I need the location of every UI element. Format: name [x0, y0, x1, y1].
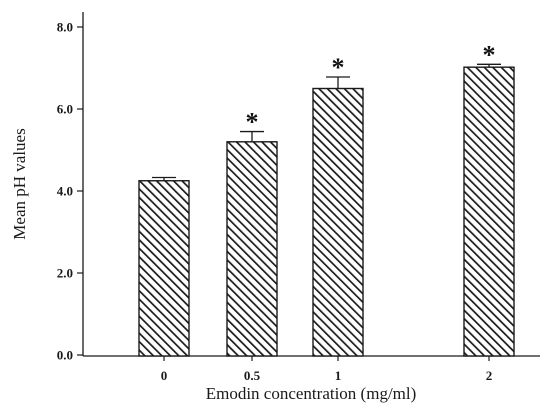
y-tick-label: 4.0 [57, 184, 73, 199]
error-bar [152, 176, 176, 181]
x-tick-label: 0.5 [244, 368, 261, 383]
x-tick-label: 2 [486, 368, 493, 383]
x-tick-label: 0 [161, 368, 168, 383]
significance-star: * [332, 53, 345, 82]
significance-star: * [483, 40, 496, 69]
bar [312, 87, 364, 357]
x-axis-ticks: 0 0.5 1 2 [161, 356, 493, 383]
x-axis-title: Emodin concentration (mg/ml) [206, 384, 417, 403]
error-bar [477, 63, 501, 68]
y-tick-label: 0.0 [57, 348, 73, 363]
x-tick-label: 1 [335, 368, 342, 383]
error-bars [152, 63, 501, 181]
y-tick-label: 2.0 [57, 266, 73, 281]
significance-star: * [246, 108, 259, 137]
y-tick-label: 8.0 [57, 20, 73, 35]
bar [138, 180, 190, 357]
error-bar [240, 130, 264, 142]
bar [463, 66, 515, 357]
y-tick-label: 6.0 [57, 102, 73, 117]
significance-markers: * * * [246, 40, 496, 136]
bar [226, 141, 278, 357]
y-axis-ticks: 0.0 2.0 4.0 6.0 8.0 [57, 20, 83, 363]
bars [138, 66, 515, 357]
y-axis-title: Mean pH values [10, 128, 29, 239]
error-bar [326, 76, 350, 89]
